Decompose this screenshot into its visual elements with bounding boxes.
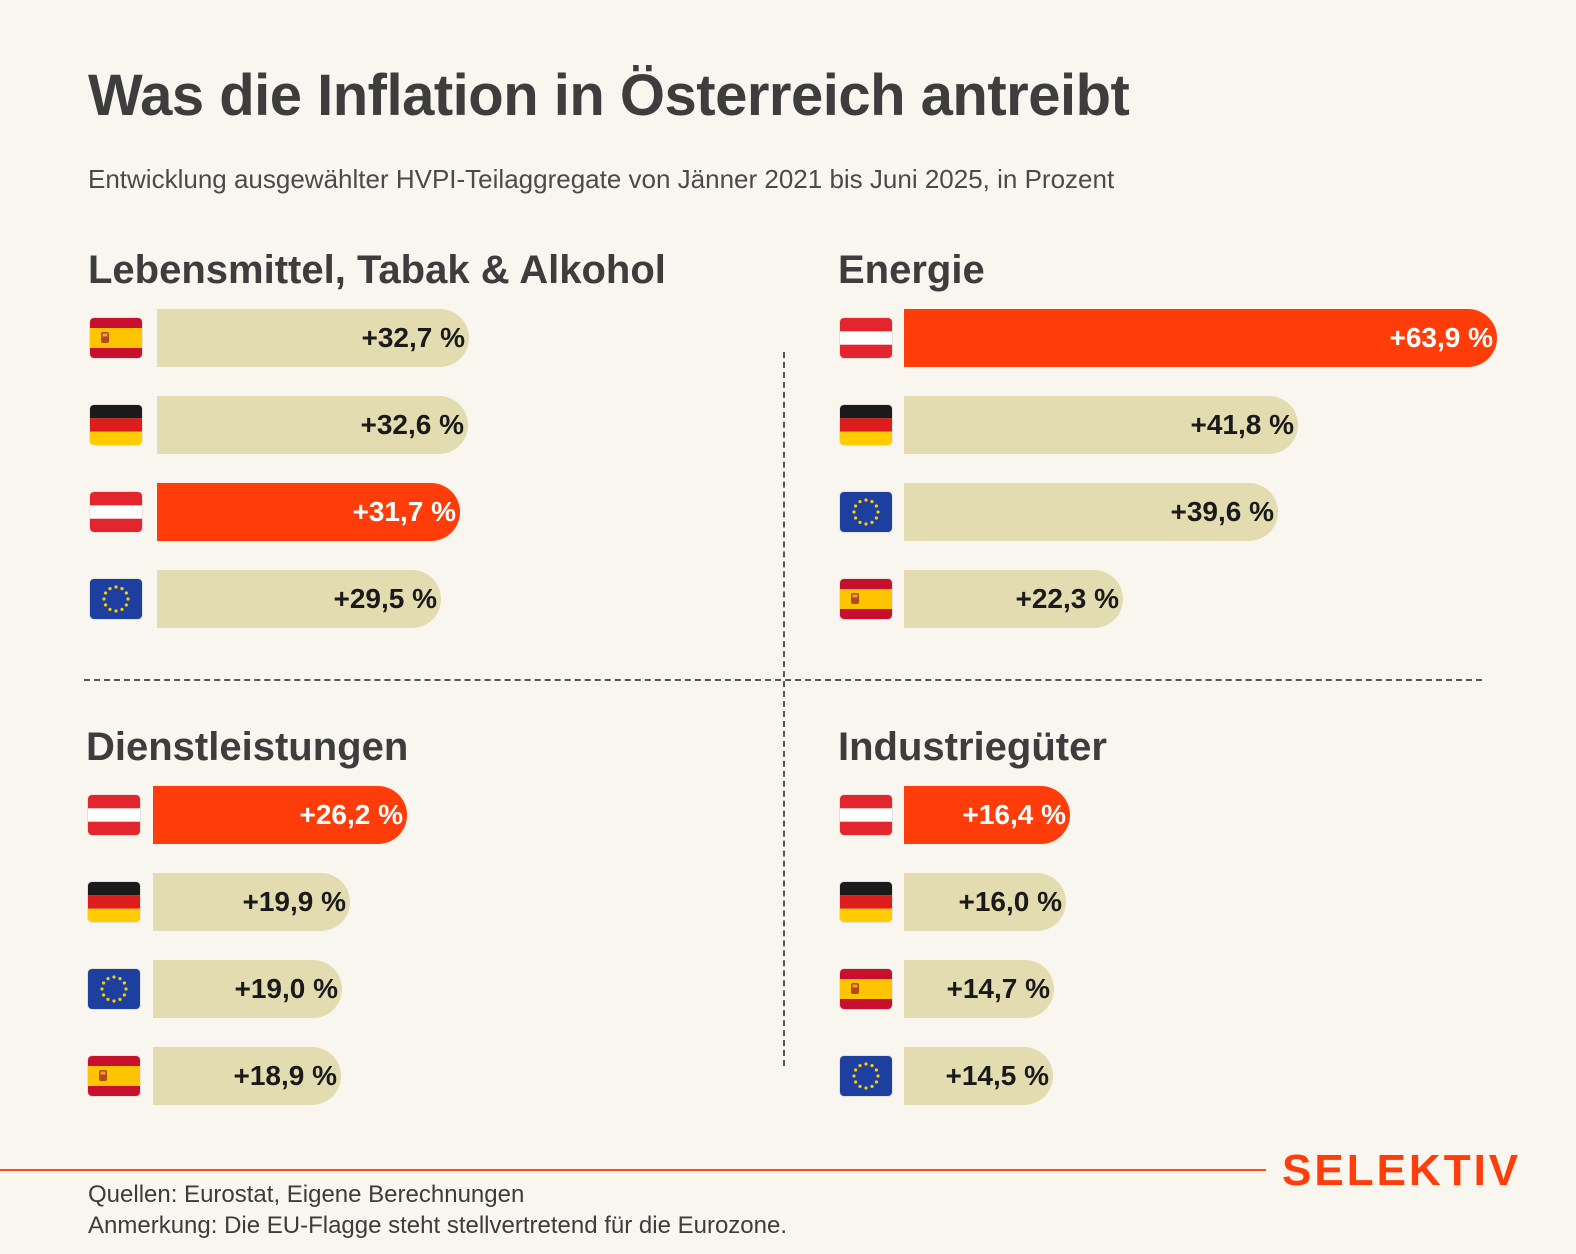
spain-flag-icon [840,579,892,619]
bar [904,570,1123,628]
bar [157,396,468,454]
data-label: +16,0 % [958,886,1062,917]
data-label: +18,9 % [233,1060,337,1091]
bar-row: +16,4 % [838,786,1538,844]
eu-flag-icon [840,1056,892,1096]
germany-flag-icon [88,882,140,922]
bar-row: +19,0 % [86,960,786,1018]
bar-row: +19,9 % [86,873,786,931]
bar [153,1047,341,1105]
chart-title: Was die Inflation in Österreich antreibt [88,63,1130,128]
bar [904,960,1054,1018]
bar-row: +14,5 % [838,1047,1538,1105]
austria-flag-icon [840,795,892,835]
panel-3: Dienstleistungen +26,2 % +19,9 % +19,0 % +18… [86,725,786,1125]
bar-row: +32,6 % [88,396,788,454]
panel-title: Dienstleistungen [86,725,409,769]
bar [157,570,441,628]
germany-flag-icon [90,405,142,445]
panel-2: Energie +63,9 % +41,8 % +39,6 % +22,3 % [838,248,1538,648]
bar [153,960,342,1018]
bar [904,483,1278,541]
austria-flag-icon [88,795,140,835]
spain-flag-icon [90,318,142,358]
bar [153,786,407,844]
bar-row: +22,3 % [838,570,1538,628]
data-label: +32,6 % [360,409,464,440]
data-label: +14,7 % [946,973,1050,1004]
data-label: +31,7 % [352,496,456,527]
data-label: +16,4 % [962,799,1066,830]
bar [157,309,469,367]
data-label: +63,9 % [1389,322,1493,353]
bar [904,786,1070,844]
panel-title: Lebensmittel, Tabak & Alkohol [88,248,666,292]
bar [153,873,350,931]
data-label: +14,5 % [945,1060,1049,1091]
bar-row: +16,0 % [838,873,1538,931]
data-label: +19,0 % [234,973,338,1004]
austria-flag-icon [840,318,892,358]
eu-flag-icon [90,579,142,619]
bar [904,309,1497,367]
bar [904,1047,1053,1105]
bar-row: +41,8 % [838,396,1538,454]
data-label: +41,8 % [1190,409,1294,440]
bar-row: +39,6 % [838,483,1538,541]
panel-1: Lebensmittel, Tabak & Alkohol +32,7 % +32,… [88,248,788,648]
spain-flag-icon [840,969,892,1009]
footer-rule [0,1169,1266,1171]
panel-title: Industriegüter [838,725,1107,769]
selektiv-logo: SELEKTIV [1282,1146,1522,1195]
eu-flag-icon [88,969,140,1009]
vertical-divider [783,352,785,1066]
sources-note: Quellen: Eurostat, Eigene Berechnungen [88,1181,525,1208]
data-label: +22,3 % [1015,583,1119,614]
data-label: +29,5 % [333,583,437,614]
bar [904,396,1298,454]
bar [157,483,460,541]
data-label: +26,2 % [299,799,403,830]
annotation-note: Anmerkung: Die EU-Flagge steht stellvert… [88,1212,788,1239]
chart-subtitle: Entwicklung ausgewählter HVPI-Teilaggreg… [88,164,1115,194]
bar-row: +29,5 % [88,570,788,628]
spain-flag-icon [88,1056,140,1096]
eu-flag-icon [840,492,892,532]
bar-row: +63,9 % [838,309,1538,367]
data-label: +19,9 % [242,886,346,917]
bar-row: +14,7 % [838,960,1538,1018]
data-label: +39,6 % [1170,496,1274,527]
panel-title: Energie [838,248,985,292]
data-label: +32,7 % [361,322,465,353]
austria-flag-icon [90,492,142,532]
bar-row: +32,7 % [88,309,788,367]
bar-row: +31,7 % [88,483,788,541]
bar-row: +26,2 % [86,786,786,844]
germany-flag-icon [840,882,892,922]
bar-row: +18,9 % [86,1047,786,1105]
germany-flag-icon [840,405,892,445]
panel-4: Industriegüter +16,4 % +16,0 % +14,7 % +14,5… [838,725,1538,1125]
bar [904,873,1066,931]
